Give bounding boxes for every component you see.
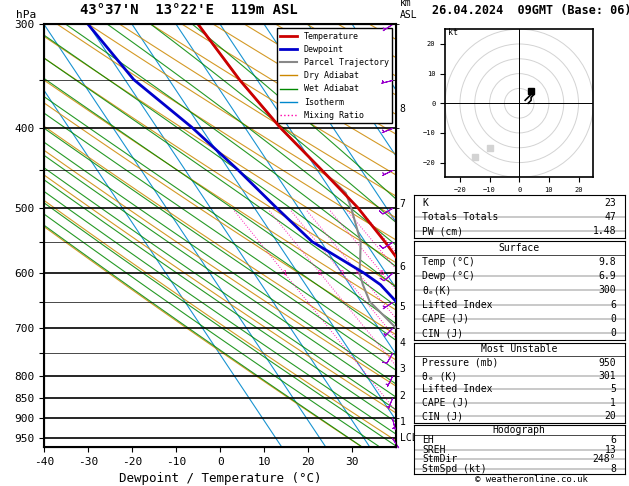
Text: 47: 47 [604,212,616,222]
Text: Lifted Index: Lifted Index [422,384,493,395]
Text: StmDir: StmDir [422,454,457,464]
Text: 248°: 248° [593,454,616,464]
Text: © weatheronline.co.uk: © weatheronline.co.uk [475,474,588,484]
Text: 3: 3 [340,270,344,276]
Text: Most Unstable: Most Unstable [481,344,557,354]
Text: StmSpd (kt): StmSpd (kt) [422,464,487,474]
Text: 8: 8 [610,464,616,474]
Text: 6: 6 [380,270,384,276]
Text: CAPE (J): CAPE (J) [422,314,469,324]
Text: 0: 0 [610,314,616,324]
Text: 43°37'N  13°22'E  119m ASL: 43°37'N 13°22'E 119m ASL [80,3,298,17]
Text: 2: 2 [318,270,322,276]
Text: 9.8: 9.8 [599,257,616,267]
Text: CAPE (J): CAPE (J) [422,398,469,408]
Text: EH: EH [422,435,434,445]
Text: 0: 0 [610,328,616,338]
Text: Hodograph: Hodograph [493,425,546,435]
Legend: Temperature, Dewpoint, Parcel Trajectory, Dry Adiabat, Wet Adiabat, Isotherm, Mi: Temperature, Dewpoint, Parcel Trajectory… [277,29,392,123]
Text: 2: 2 [400,391,406,401]
Text: 20: 20 [604,411,616,421]
Text: 4: 4 [356,270,360,276]
Text: hPa: hPa [16,10,36,20]
Text: 23: 23 [604,197,616,208]
Text: 300: 300 [599,285,616,295]
X-axis label: Dewpoint / Temperature (°C): Dewpoint / Temperature (°C) [119,472,321,486]
Text: CIN (J): CIN (J) [422,411,464,421]
Text: 6: 6 [610,299,616,310]
Text: 6.9: 6.9 [599,271,616,281]
Text: LCL: LCL [400,433,418,443]
Text: K: K [422,197,428,208]
Text: 950: 950 [599,358,616,368]
Text: 5: 5 [610,384,616,395]
Text: 6: 6 [400,262,406,272]
Text: PW (cm): PW (cm) [422,226,464,236]
Text: Surface: Surface [499,243,540,253]
Text: 13: 13 [604,445,616,454]
Text: Pressure (mb): Pressure (mb) [422,358,499,368]
Text: Dewp (°C): Dewp (°C) [422,271,475,281]
Text: 1: 1 [282,270,286,276]
Text: 1: 1 [610,398,616,408]
Text: kt: kt [448,28,458,37]
Text: Totals Totals: Totals Totals [422,212,499,222]
Text: Temp (°C): Temp (°C) [422,257,475,267]
Text: θₑ (K): θₑ (K) [422,371,457,381]
Text: 1.48: 1.48 [593,226,616,236]
Text: 4: 4 [400,338,406,348]
Text: 26.04.2024  09GMT (Base: 06): 26.04.2024 09GMT (Base: 06) [431,4,629,17]
Text: CIN (J): CIN (J) [422,328,464,338]
Text: 7: 7 [400,199,406,209]
Text: 1: 1 [400,417,406,427]
Text: 8: 8 [400,104,406,114]
Text: SREH: SREH [422,445,446,454]
Text: 301: 301 [599,371,616,381]
Text: km
ASL: km ASL [400,0,418,20]
Text: θₑ(K): θₑ(K) [422,285,452,295]
Text: 5: 5 [400,302,406,312]
Text: 3: 3 [400,364,406,374]
Text: Lifted Index: Lifted Index [422,299,493,310]
Text: 6: 6 [610,435,616,445]
